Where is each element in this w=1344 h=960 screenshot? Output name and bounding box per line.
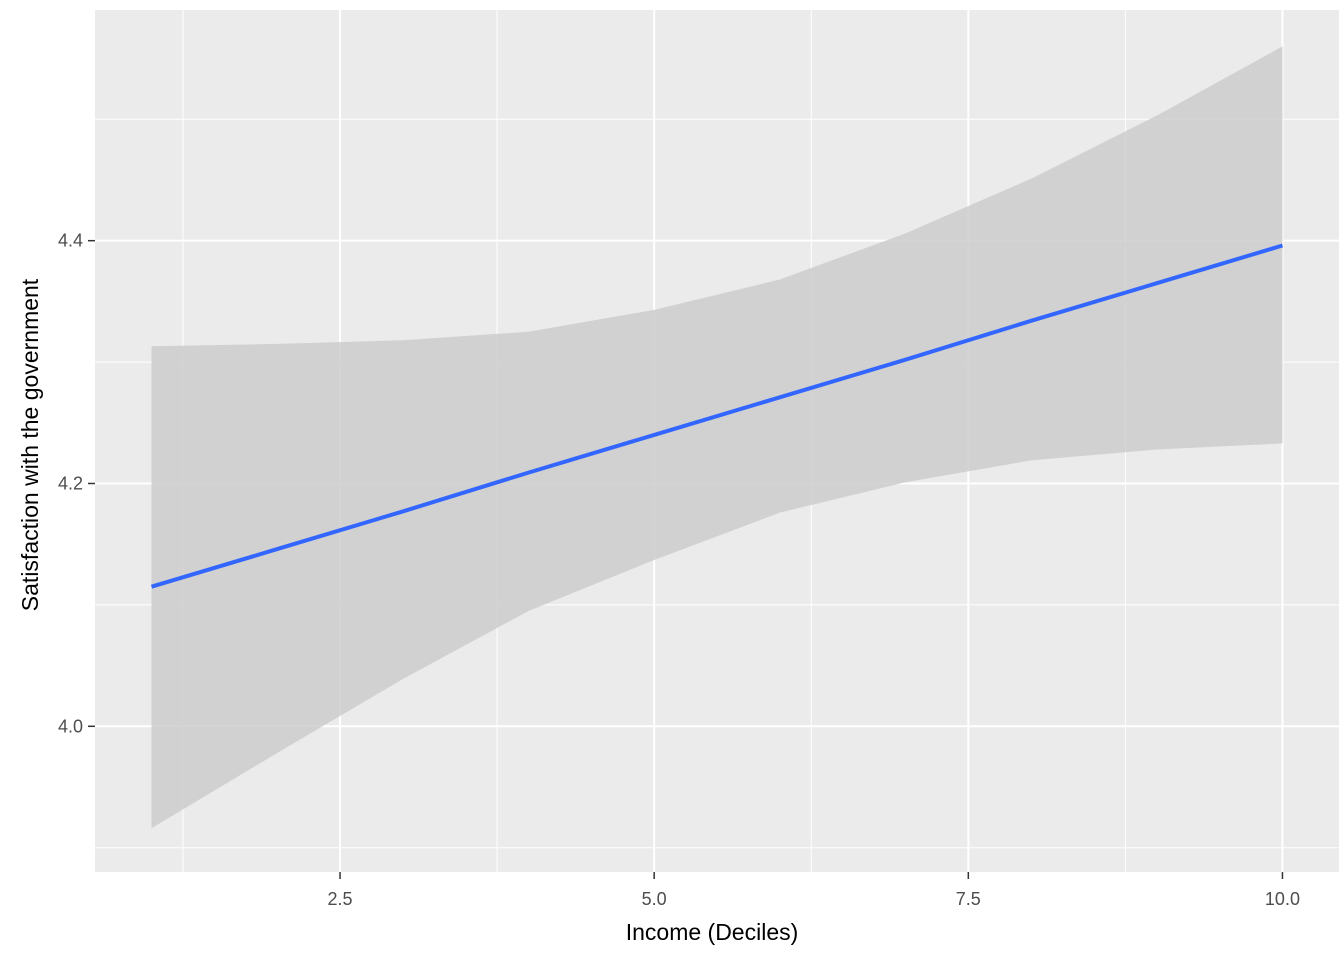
x-axis-title: Income (Deciles) [626,919,799,945]
x-tick-label: 7.5 [956,889,981,909]
y-tick-label: 4.0 [58,716,83,736]
x-tick-label: 5.0 [642,889,667,909]
y-axis-ticks: 4.0 4.2 4.4 [58,231,95,736]
y-tick-label: 4.4 [58,231,83,251]
x-tick-label: 2.5 [328,889,353,909]
fit-line [150,243,1284,589]
y-tick-label: 4.2 [58,473,83,493]
confidence-band [151,46,1283,829]
y-axis-title: Satisfaction with the government [17,278,43,611]
x-axis-ticks: 2.5 5.0 7.5 10.0 [328,872,1300,909]
x-tick-label: 10.0 [1265,889,1300,909]
